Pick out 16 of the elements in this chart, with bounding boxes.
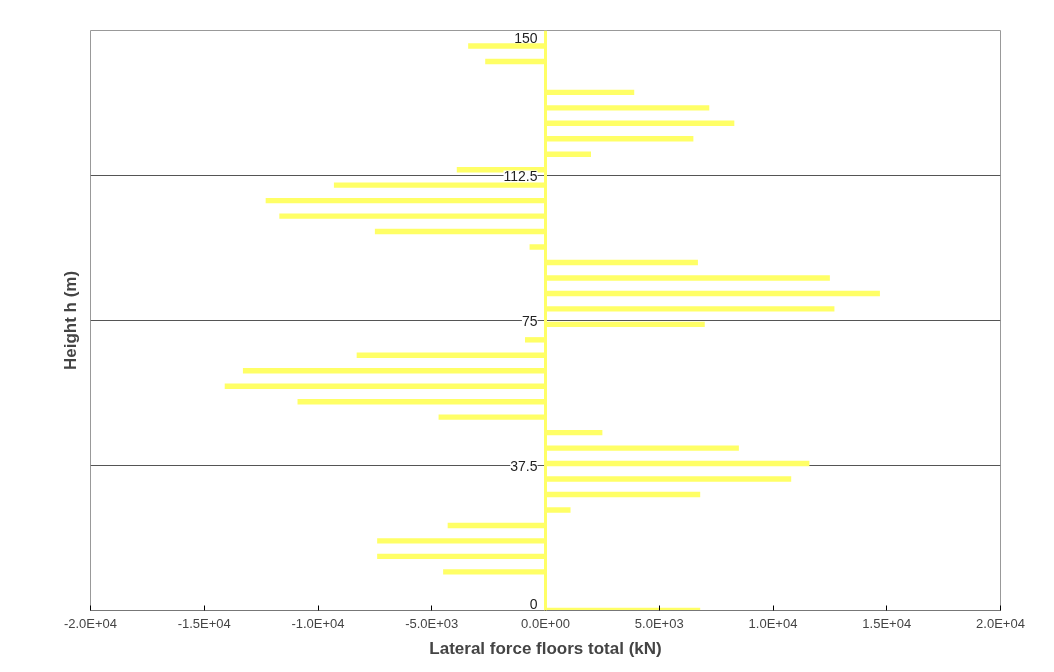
x-tick-label: -5.0E+03 bbox=[405, 615, 459, 631]
x-tick-label: -1.5E+04 bbox=[177, 615, 231, 631]
x-tick-label: 0.0E+00 bbox=[521, 615, 570, 631]
y-tick-label: 75 bbox=[521, 312, 538, 329]
x-tick-label: 2.0E+04 bbox=[976, 615, 1025, 631]
y-tick-label: 0 bbox=[529, 595, 538, 612]
y-tick-label: 112.5 bbox=[503, 167, 538, 184]
y-axis-title: Height h (m) bbox=[60, 270, 80, 371]
x-tick-label: -2.0E+04 bbox=[63, 615, 118, 631]
y-tick-label: 37.5 bbox=[510, 457, 538, 474]
x-tick-label: 1.5E+04 bbox=[862, 615, 912, 631]
x-tick-label: -1.0E+04 bbox=[291, 615, 345, 631]
x-axis-title: Lateral force floors total (kN) bbox=[429, 638, 662, 658]
x-tick-label: 5.0E+03 bbox=[634, 615, 684, 631]
x-tick-label: 1.0E+04 bbox=[748, 615, 798, 631]
y-tick-label: 150 bbox=[514, 29, 538, 46]
